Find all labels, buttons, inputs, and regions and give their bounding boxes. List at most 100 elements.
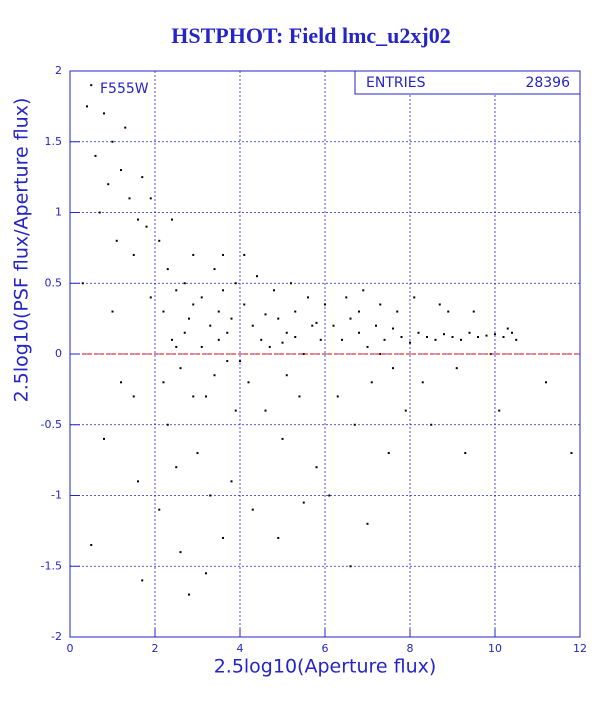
point — [111, 140, 114, 143]
x-tick-label: 12 — [573, 642, 587, 655]
point — [256, 275, 258, 278]
point — [349, 317, 352, 320]
point — [128, 197, 131, 200]
point — [188, 593, 190, 596]
point — [502, 336, 505, 339]
point — [426, 336, 428, 339]
point — [166, 423, 169, 426]
chart-title: HSTPHOT: Field lmc_u2xj02 — [171, 23, 450, 48]
point — [137, 218, 139, 221]
point — [400, 336, 403, 339]
y-tick-label: 2 — [55, 64, 62, 77]
x-tick-label: 8 — [407, 642, 414, 655]
point — [205, 395, 207, 398]
point — [175, 345, 178, 348]
point — [545, 381, 547, 384]
point — [192, 303, 195, 306]
point — [421, 381, 424, 384]
point — [247, 381, 250, 384]
point — [162, 381, 165, 384]
point — [171, 218, 173, 221]
point — [468, 331, 471, 334]
point — [447, 310, 450, 313]
x-axis-label: 2.5log10(Aperture flux) — [214, 656, 437, 678]
point — [234, 409, 237, 412]
plot-frame — [69, 70, 581, 638]
point — [455, 367, 458, 370]
x-tick-label: 2 — [152, 642, 159, 655]
point — [430, 423, 433, 426]
point — [506, 327, 509, 330]
point — [158, 239, 161, 242]
point — [230, 317, 233, 320]
point — [217, 338, 220, 341]
point — [132, 253, 135, 256]
point — [209, 494, 212, 497]
point — [392, 367, 394, 370]
point — [209, 324, 212, 327]
point — [213, 374, 216, 377]
point — [302, 501, 305, 504]
point — [404, 409, 407, 412]
point — [370, 381, 373, 384]
point — [319, 338, 322, 341]
point — [230, 480, 233, 483]
point — [498, 409, 501, 412]
point — [332, 324, 335, 327]
x-tick-label: 10 — [488, 642, 502, 655]
point — [341, 338, 343, 341]
point — [375, 324, 377, 327]
point — [273, 289, 275, 292]
point — [251, 508, 254, 511]
point — [460, 338, 462, 341]
point — [362, 289, 365, 292]
point — [434, 338, 437, 341]
point — [86, 105, 88, 108]
point — [396, 310, 399, 313]
point — [277, 536, 280, 539]
point — [264, 409, 267, 412]
point — [485, 334, 488, 337]
point — [264, 313, 267, 316]
point — [149, 197, 152, 200]
point — [570, 452, 573, 455]
point — [145, 225, 148, 228]
point — [472, 310, 475, 313]
point — [353, 423, 356, 426]
point — [226, 360, 229, 363]
point — [358, 310, 360, 313]
point — [281, 437, 284, 440]
point — [103, 112, 105, 115]
y-tick-label: 1 — [55, 206, 62, 219]
y-axis-label: 2.5log10(PSF flux/Aperture flux) — [11, 98, 33, 403]
point — [111, 310, 114, 313]
annotation: F555W — [100, 81, 149, 97]
x-tick-label: 6 — [322, 642, 329, 655]
point — [345, 296, 348, 299]
point — [349, 565, 352, 568]
point — [141, 579, 144, 582]
point — [379, 353, 382, 355]
point — [515, 338, 518, 341]
point — [409, 341, 411, 344]
point — [451, 336, 454, 339]
y-tick-label: -1.5 — [41, 559, 62, 572]
point — [192, 395, 195, 398]
point — [132, 395, 135, 398]
point — [336, 395, 339, 398]
point — [175, 466, 178, 469]
point — [443, 333, 445, 336]
stats-label: ENTRIES — [366, 75, 426, 91]
y-tick-label: -2 — [51, 630, 62, 643]
point — [294, 336, 297, 339]
point — [366, 345, 369, 348]
point — [366, 522, 369, 525]
point — [166, 268, 169, 271]
point — [379, 303, 382, 306]
point — [383, 338, 386, 341]
point — [477, 336, 479, 339]
point — [268, 345, 271, 348]
point — [243, 253, 246, 256]
y-tick-label: 0.5 — [45, 276, 63, 289]
